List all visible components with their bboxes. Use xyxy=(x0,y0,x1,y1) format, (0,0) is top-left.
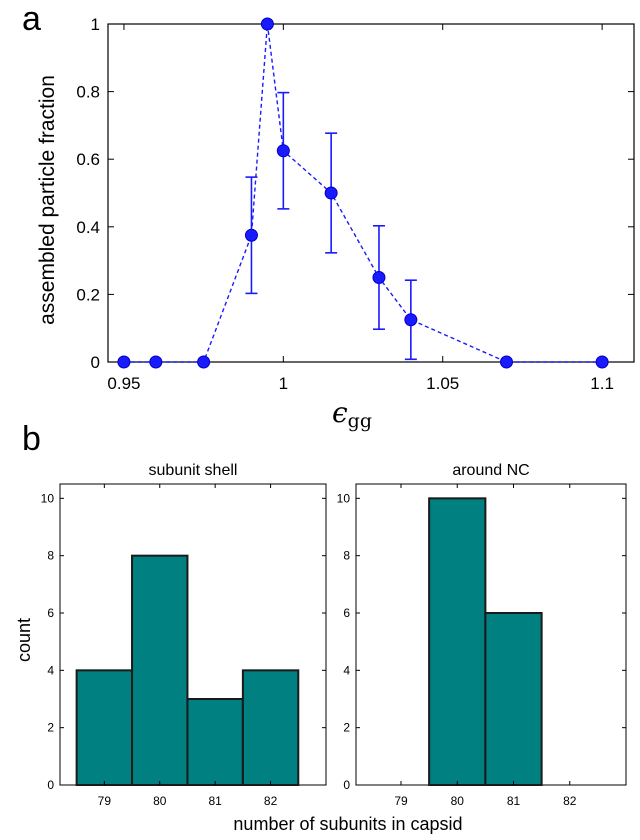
panel-a-line-chart: 0 0.2 0.4 0.6 0.8 1 0.95 1 1.05 1.1 assembled pa… xyxy=(36,15,635,432)
y-tick-label: 0.4 xyxy=(76,218,100,237)
panel-a-error-bars xyxy=(245,91,417,361)
x-tick-label: 1 xyxy=(279,374,288,393)
panel-b-shared-x-axis-label: number of subunits in capsid xyxy=(233,814,462,834)
panel-a-x-ticks: 0.95 1 1.05 1.1 xyxy=(107,24,614,393)
panel-b-left-y-ticks: 0 2 4 6 8 10 xyxy=(41,491,326,792)
y-tick-label: 8 xyxy=(47,549,54,563)
x-tick-label: 79 xyxy=(98,794,112,808)
x-tick-label: 80 xyxy=(451,794,465,808)
x-axis-label-symbol: ϵ xyxy=(332,396,348,429)
data-point xyxy=(404,313,418,327)
histogram-bar xyxy=(428,497,487,786)
data-point xyxy=(260,17,274,31)
panel-a-y-axis-label: assembled particle fraction xyxy=(36,75,59,325)
panel-a-axes-frame xyxy=(107,23,635,363)
y-tick-label: 0 xyxy=(47,778,54,792)
panel-letter-a: a xyxy=(22,0,41,38)
panel-a-x-axis-label: ϵgg xyxy=(332,396,372,432)
y-tick-label: 0 xyxy=(91,353,100,372)
x-tick-label: 82 xyxy=(264,794,278,808)
data-point xyxy=(244,228,258,242)
panel-b-left-title: subunit shell xyxy=(149,462,238,479)
histogram-bar xyxy=(75,669,134,786)
data-point xyxy=(324,186,338,200)
x-tick-label: 80 xyxy=(153,794,167,808)
histogram-bar xyxy=(484,612,543,786)
panel-b-left-histogram: subunit shell 0 2 4 6 8 10 79 80 81 82 count xyxy=(14,462,327,808)
data-point xyxy=(372,271,386,284)
panel-b-right-bars xyxy=(428,497,543,786)
x-tick-label: 81 xyxy=(507,794,521,808)
y-tick-label: 0.6 xyxy=(76,150,100,169)
y-tick-label: 0.2 xyxy=(76,285,100,304)
y-tick-label: 6 xyxy=(47,606,54,620)
data-point xyxy=(117,355,131,369)
panel-b-right-histogram: around NC 0 2 4 6 8 10 79 80 81 82 xyxy=(337,462,627,808)
data-point xyxy=(149,355,163,369)
y-tick-label: 0 xyxy=(343,778,350,792)
x-tick-label: 1.05 xyxy=(426,374,459,393)
y-tick-label: 0.8 xyxy=(76,83,100,102)
y-tick-label: 6 xyxy=(343,606,350,620)
panel-a-series-line xyxy=(123,23,603,363)
x-tick-label: 0.95 xyxy=(107,374,140,393)
panel-b-right-y-ticks: 0 2 4 6 8 10 xyxy=(337,491,626,792)
histogram-bar xyxy=(186,698,244,786)
x-tick-label: 1.1 xyxy=(590,374,614,393)
y-tick-label: 2 xyxy=(343,721,350,735)
panel-b-left-x-ticks: 79 80 81 82 xyxy=(98,484,278,808)
y-tick-label: 1 xyxy=(91,15,100,34)
panel-a-points xyxy=(117,17,609,369)
data-point xyxy=(197,355,211,369)
x-tick-label: 81 xyxy=(208,794,222,808)
x-tick-label: 82 xyxy=(563,794,577,808)
y-tick-label: 10 xyxy=(41,491,55,505)
x-axis-label-subscript: gg xyxy=(348,410,372,432)
panel-b-right-x-ticks: 79 80 81 82 xyxy=(394,484,577,808)
histogram-bar xyxy=(131,554,189,787)
y-tick-label: 4 xyxy=(47,663,54,677)
panel-b-left-bars xyxy=(75,554,300,787)
panel-letter-b: b xyxy=(22,420,41,458)
y-tick-label: 8 xyxy=(343,549,350,563)
panel-b-right-title: around NC xyxy=(452,462,529,479)
x-tick-label: 79 xyxy=(394,794,408,808)
panel-b-y-axis-label: count xyxy=(14,618,34,662)
histogram-bar xyxy=(241,669,300,786)
data-point xyxy=(595,355,609,369)
y-tick-label: 10 xyxy=(337,491,351,505)
y-tick-label: 2 xyxy=(47,721,54,735)
data-point xyxy=(276,144,290,158)
data-point xyxy=(499,355,513,369)
panel-a-y-ticks: 0 0.2 0.4 0.6 0.8 1 xyxy=(76,15,634,372)
y-tick-label: 4 xyxy=(343,663,350,677)
